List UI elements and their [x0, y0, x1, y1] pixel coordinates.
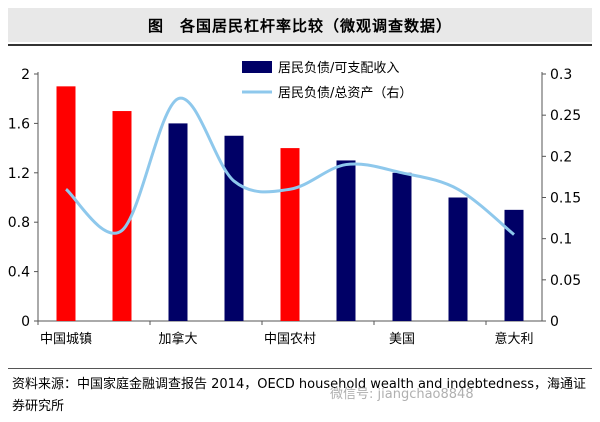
bar: [56, 86, 76, 321]
right-tick-label: 0.25: [550, 108, 581, 124]
category-label: 加拿大: [158, 331, 197, 347]
right-tick-label: 0.3: [550, 67, 572, 83]
bar: [448, 197, 468, 321]
bottom-rule: [8, 368, 592, 369]
left-tick-label: 0.8: [8, 215, 30, 231]
top-rule: [8, 44, 592, 46]
line-path: [64, 96, 515, 236]
right-tick-label: 0.15: [550, 191, 581, 207]
bar: [168, 123, 188, 322]
left-tick-label: 1.6: [8, 116, 30, 132]
category-label: 中国农村: [264, 332, 316, 347]
right-tick-label: 0.1: [550, 232, 572, 248]
right-tick-label: 0.2: [550, 149, 572, 165]
bar: [280, 148, 300, 321]
bar: [504, 209, 524, 321]
category-label: 意大利: [494, 331, 533, 347]
bar: [336, 160, 356, 321]
category-label: 中国城镇: [40, 332, 92, 347]
left-tick-label: 2: [21, 67, 30, 83]
chart-title: 图 各国居民杠杆率比较（微观调查数据）: [147, 16, 452, 35]
chart-title-bar: 图 各国居民杠杆率比较（微观调查数据）: [8, 8, 592, 42]
right-tick-label: 0: [550, 314, 559, 330]
line-series: [64, 96, 515, 236]
bar: [224, 135, 244, 321]
right-tick-label: 0.05: [550, 273, 581, 289]
left-tick-label: 0.4: [8, 265, 30, 281]
legend-line-label: 居民负债/总资产（右）: [278, 86, 412, 101]
bar-series: [56, 86, 524, 322]
legend-bar-swatch: [242, 61, 272, 73]
chart: 0 0.4 0.8 1.2 1.6 2 0 0.05 0.1 0.15 0.2 0.25 0.3 中国…: [8, 61, 581, 347]
source-note: 资料来源：中国家庭金融调查报告 2014，OECD household weal…: [12, 377, 587, 414]
category-label: 美国: [389, 332, 415, 347]
legend-bar-label: 居民负债/可支配收入: [278, 61, 399, 76]
category-labels: 中国城镇 加拿大 中国农村 美国 意大利: [40, 331, 534, 347]
bar: [112, 111, 132, 321]
left-tick-label: 1.2: [8, 166, 30, 182]
right-axis: 0 0.05 0.1 0.15 0.2 0.25 0.3: [541, 67, 581, 330]
bar: [392, 172, 412, 321]
left-tick-label: 0: [21, 314, 30, 330]
watermark: 微信号: jiangchao8848: [330, 387, 474, 402]
